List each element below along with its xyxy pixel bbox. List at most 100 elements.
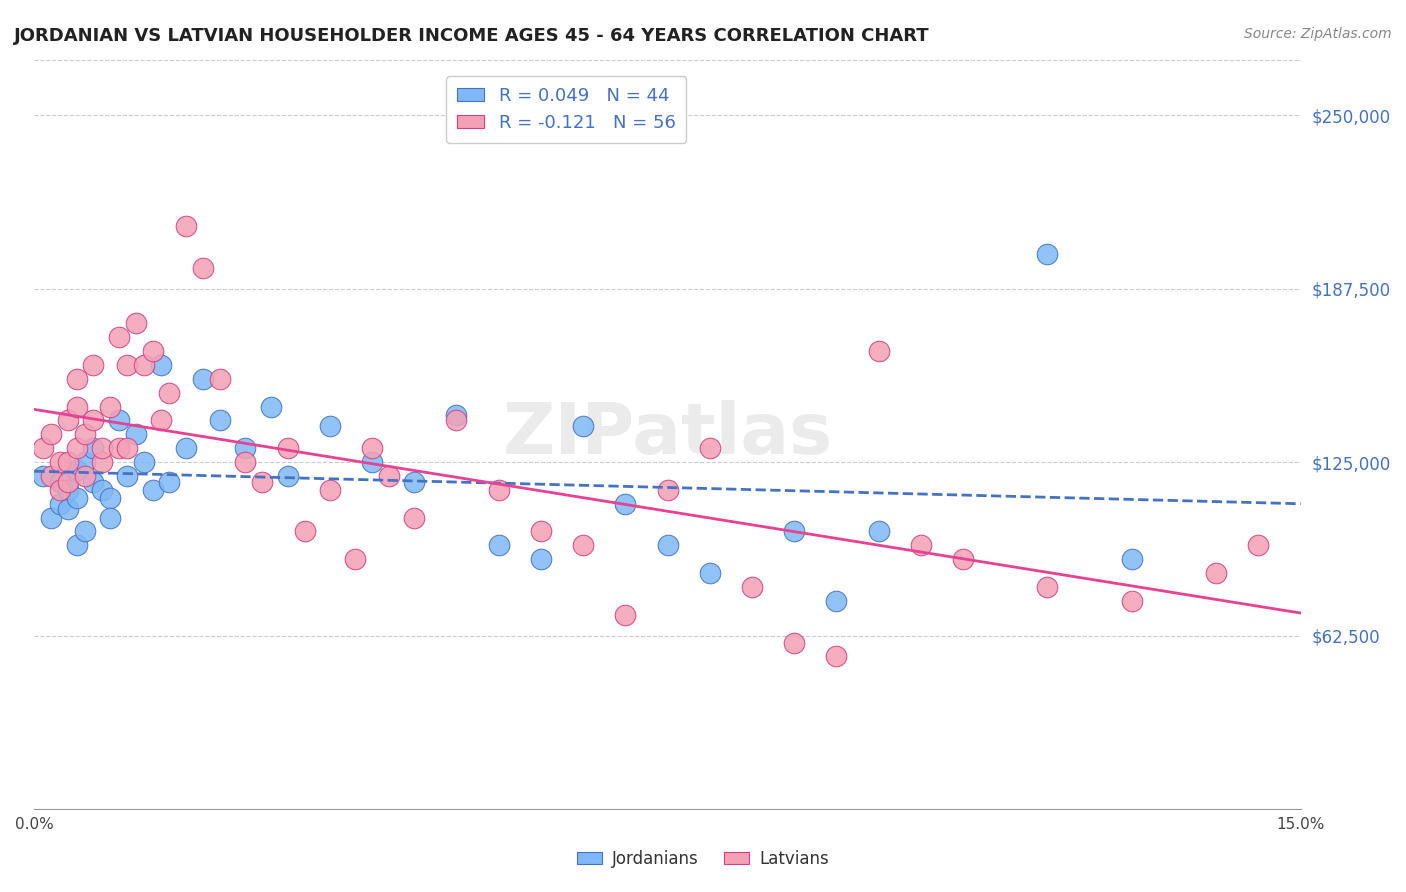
Point <box>48 475 70 489</box>
Point <box>783 635 806 649</box>
Point <box>1036 247 1059 261</box>
Point <box>150 358 173 372</box>
Point <box>361 455 384 469</box>
Point <box>56 483 79 497</box>
Point <box>150 413 173 427</box>
Point <box>277 469 299 483</box>
Point <box>48 483 70 497</box>
Point <box>657 483 679 497</box>
Point <box>73 455 96 469</box>
Point <box>115 358 138 372</box>
Point <box>1121 594 1143 608</box>
Point <box>56 413 79 427</box>
Point <box>56 455 79 469</box>
Point <box>90 483 112 497</box>
Point <box>1247 538 1270 552</box>
Point <box>56 475 79 489</box>
Point <box>319 419 342 434</box>
Point <box>73 469 96 483</box>
Point <box>73 427 96 442</box>
Text: Source: ZipAtlas.com: Source: ZipAtlas.com <box>1244 27 1392 41</box>
Point <box>134 358 156 372</box>
Point <box>699 441 721 455</box>
Point <box>530 524 553 539</box>
Point <box>176 219 198 234</box>
Point <box>1036 580 1059 594</box>
Point <box>159 385 181 400</box>
Point <box>65 491 87 505</box>
Point <box>488 483 510 497</box>
Point <box>952 552 974 566</box>
Point <box>65 400 87 414</box>
Point <box>193 260 215 275</box>
Point <box>124 316 146 330</box>
Point <box>39 510 62 524</box>
Point <box>107 330 129 344</box>
Point <box>209 372 232 386</box>
Point <box>319 483 342 497</box>
Point <box>404 510 426 524</box>
Point <box>142 483 165 497</box>
Point <box>294 524 316 539</box>
Point <box>378 469 401 483</box>
Point <box>741 580 763 594</box>
Point <box>115 441 138 455</box>
Point <box>124 427 146 442</box>
Point <box>65 538 87 552</box>
Point <box>142 344 165 359</box>
Point <box>1205 566 1227 581</box>
Point <box>82 358 104 372</box>
Point <box>31 469 53 483</box>
Point <box>73 524 96 539</box>
Point <box>48 497 70 511</box>
Point <box>107 413 129 427</box>
Point <box>134 455 156 469</box>
Point <box>446 408 468 422</box>
Point <box>614 497 637 511</box>
Point <box>90 441 112 455</box>
Point <box>39 427 62 442</box>
Point <box>657 538 679 552</box>
Point <box>193 372 215 386</box>
Point <box>572 419 595 434</box>
Point <box>783 524 806 539</box>
Point <box>82 413 104 427</box>
Point <box>614 607 637 622</box>
Point <box>1121 552 1143 566</box>
Point <box>488 538 510 552</box>
Point <box>404 475 426 489</box>
Point <box>530 552 553 566</box>
Point <box>39 469 62 483</box>
Point <box>48 455 70 469</box>
Point <box>235 441 257 455</box>
Point <box>235 455 257 469</box>
Point <box>825 649 848 664</box>
Legend: Jordanians, Latvians: Jordanians, Latvians <box>571 844 835 875</box>
Point <box>252 475 274 489</box>
Point <box>56 502 79 516</box>
Point <box>65 372 87 386</box>
Point <box>98 491 121 505</box>
Point <box>868 344 890 359</box>
Point <box>825 594 848 608</box>
Point <box>31 441 53 455</box>
Point <box>65 441 87 455</box>
Point <box>65 463 87 477</box>
Point <box>82 475 104 489</box>
Point <box>115 469 138 483</box>
Point <box>159 475 181 489</box>
Point <box>572 538 595 552</box>
Point <box>82 441 104 455</box>
Point <box>107 441 129 455</box>
Text: JORDANIAN VS LATVIAN HOUSEHOLDER INCOME AGES 45 - 64 YEARS CORRELATION CHART: JORDANIAN VS LATVIAN HOUSEHOLDER INCOME … <box>14 27 929 45</box>
Point <box>699 566 721 581</box>
Point <box>260 400 283 414</box>
Point <box>277 441 299 455</box>
Text: ZIPatlas: ZIPatlas <box>502 400 832 469</box>
Point <box>98 400 121 414</box>
Point <box>98 510 121 524</box>
Point <box>910 538 932 552</box>
Point <box>176 441 198 455</box>
Point <box>344 552 367 566</box>
Point <box>446 413 468 427</box>
